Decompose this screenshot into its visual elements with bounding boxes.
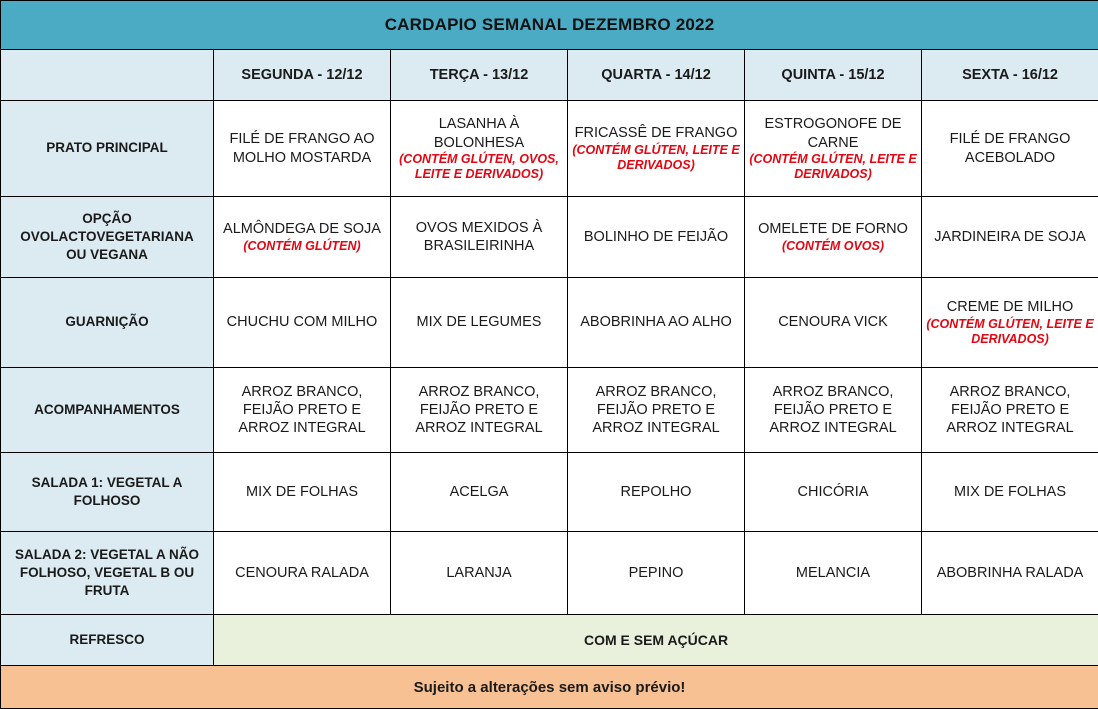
menu-cell-text: ALMÔNDEGA DE SOJA bbox=[223, 221, 381, 237]
menu-cell-text: FRICASSÊ DE FRANGO bbox=[575, 125, 738, 141]
menu-row-salada-2: SALADA 2: VEGETAL A NÃO FOLHOSO, VEGETAL… bbox=[1, 532, 1098, 615]
menu-cell: OMELETE DE FORNO (CONTÉM OVOS) bbox=[745, 197, 922, 278]
menu-cell-text: MIX DE LEGUMES bbox=[417, 314, 542, 330]
menu-cell: LARANJA bbox=[391, 532, 568, 615]
allergen-note: (CONTÉM OVOS) bbox=[749, 239, 917, 254]
menu-cell-text: CENOURA RALADA bbox=[235, 565, 369, 581]
menu-cell-text: OMELETE DE FORNO bbox=[758, 221, 908, 237]
allergen-note: (CONTÉM GLÚTEN, LEITE E DERIVADOS) bbox=[572, 143, 740, 173]
refresco-value: COM E SEM AÇÚCAR bbox=[214, 615, 1098, 666]
row-label-prato-principal: PRATO PRINCIPAL bbox=[1, 101, 214, 197]
menu-cell-text: MIX DE FOLHAS bbox=[246, 484, 358, 500]
row-label-refresco: REFRESCO bbox=[1, 615, 214, 666]
menu-row-prato-principal: PRATO PRINCIPAL FILÉ DE FRANGO AO MOLHO … bbox=[1, 101, 1098, 197]
menu-cell-text: ESTROGONOFE DE CARNE bbox=[765, 116, 902, 150]
page-title: CARDAPIO SEMANAL DEZEMBRO 2022 bbox=[1, 1, 1098, 50]
menu-cell: FILÉ DE FRANGO AO MOLHO MOSTARDA bbox=[214, 101, 391, 197]
menu-cell: ALMÔNDEGA DE SOJA (CONTÉM GLÚTEN) bbox=[214, 197, 391, 278]
menu-row-salada-1: SALADA 1: VEGETAL A FOLHOSO MIX DE FOLHA… bbox=[1, 453, 1098, 532]
menu-cell: ACELGA bbox=[391, 453, 568, 532]
menu-row-guarnicao: GUARNIÇÃO CHUCHU COM MILHO MIX DE LEGUME… bbox=[1, 278, 1098, 368]
row-label-salada-1: SALADA 1: VEGETAL A FOLHOSO bbox=[1, 453, 214, 532]
menu-cell-text: ARROZ BRANCO, FEIJÃO PRETO E ARROZ INTEG… bbox=[415, 384, 542, 436]
menu-cell: MIX DE FOLHAS bbox=[922, 453, 1098, 532]
row-label-acompanhamentos: ACOMPANHAMENTOS bbox=[1, 368, 214, 453]
menu-cell-text: LARANJA bbox=[446, 565, 511, 581]
menu-cell: LASANHA À BOLONHESA(CONTÉM GLÚTEN, OVOS,… bbox=[391, 101, 568, 197]
menu-row-opcao-vegetariana: OPÇÃO OVOLACTOVEGETARIANA OU VEGANA ALMÔ… bbox=[1, 197, 1098, 278]
menu-cell-text: MELANCIA bbox=[796, 565, 870, 581]
menu-cell: FRICASSÊ DE FRANGO (CONTÉM GLÚTEN, LEITE … bbox=[568, 101, 745, 197]
menu-row-acompanhamentos: ACOMPANHAMENTOS ARROZ BRANCO, FEIJÃO PRE… bbox=[1, 368, 1098, 453]
menu-cell: OVOS MEXIDOS À BRASILEIRINHA bbox=[391, 197, 568, 278]
menu-cell: ARROZ BRANCO, FEIJÃO PRETO E ARROZ INTEG… bbox=[568, 368, 745, 453]
menu-cell: MELANCIA bbox=[745, 532, 922, 615]
menu-cell-text: REPOLHO bbox=[621, 484, 692, 500]
row-label-guarnicao: GUARNIÇÃO bbox=[1, 278, 214, 368]
menu-cell-text: ABOBRINHA RALADA bbox=[937, 565, 1084, 581]
menu-cell: ARROZ BRANCO, FEIJÃO PRETO E ARROZ INTEG… bbox=[214, 368, 391, 453]
menu-cell-text: FILÉ DE FRANGO AO MOLHO MOSTARDA bbox=[229, 131, 374, 165]
disclaimer-note: Sujeito a alterações sem aviso prévio! bbox=[1, 666, 1098, 709]
row-label-salada-2: SALADA 2: VEGETAL A NÃO FOLHOSO, VEGETAL… bbox=[1, 532, 214, 615]
corner-cell bbox=[1, 50, 214, 101]
day-header-sexta: SEXTA - 16/12 bbox=[922, 50, 1098, 101]
footer-row: Sujeito a alterações sem aviso prévio! bbox=[1, 666, 1098, 709]
menu-cell-text: ARROZ BRANCO, FEIJÃO PRETO E ARROZ INTEG… bbox=[946, 384, 1073, 436]
menu-cell-text: JARDINEIRA DE SOJA bbox=[934, 229, 1085, 245]
menu-cell: ARROZ BRANCO, FEIJÃO PRETO E ARROZ INTEG… bbox=[391, 368, 568, 453]
menu-cell-text: CREME DE MILHO bbox=[947, 299, 1074, 315]
menu-cell: ABOBRINHA RALADA bbox=[922, 532, 1098, 615]
menu-cell: CREME DE MILHO (CONTÉM GLÚTEN, LEITE E DE… bbox=[922, 278, 1098, 368]
menu-cell: BOLINHO DE FEIJÃO bbox=[568, 197, 745, 278]
allergen-note: (CONTÉM GLÚTEN, OVOS, LEITE E DERIVADOS) bbox=[395, 152, 563, 182]
day-header-terca: TERÇA - 13/12 bbox=[391, 50, 568, 101]
title-row: CARDAPIO SEMANAL DEZEMBRO 2022 bbox=[1, 1, 1098, 50]
menu-cell-text: ARROZ BRANCO, FEIJÃO PRETO E ARROZ INTEG… bbox=[592, 384, 719, 436]
menu-cell: MIX DE FOLHAS bbox=[214, 453, 391, 532]
menu-cell-text: CENOURA VICK bbox=[778, 314, 888, 330]
day-header-row: SEGUNDA - 12/12 TERÇA - 13/12 QUARTA - 1… bbox=[1, 50, 1098, 101]
day-header-quinta: QUINTA - 15/12 bbox=[745, 50, 922, 101]
menu-cell-text: CHICÓRIA bbox=[798, 484, 869, 500]
menu-cell-text: ACELGA bbox=[450, 484, 509, 500]
menu-cell-text: BOLINHO DE FEIJÃO bbox=[584, 229, 728, 245]
menu-cell: MIX DE LEGUMES bbox=[391, 278, 568, 368]
menu-cell: ARROZ BRANCO, FEIJÃO PRETO E ARROZ INTEG… bbox=[922, 368, 1098, 453]
menu-row-refresco: REFRESCO COM E SEM AÇÚCAR bbox=[1, 615, 1098, 666]
menu-cell-text: PEPINO bbox=[629, 565, 684, 581]
allergen-note: (CONTÉM GLÚTEN, LEITE E DERIVADOS) bbox=[926, 317, 1094, 347]
allergen-note: (CONTÉM GLÚTEN) bbox=[218, 239, 386, 254]
menu-cell: ABOBRINHA AO ALHO bbox=[568, 278, 745, 368]
day-header-segunda: SEGUNDA - 12/12 bbox=[214, 50, 391, 101]
menu-cell: REPOLHO bbox=[568, 453, 745, 532]
menu-cell-text: MIX DE FOLHAS bbox=[954, 484, 1066, 500]
menu-cell-text: ARROZ BRANCO, FEIJÃO PRETO E ARROZ INTEG… bbox=[769, 384, 896, 436]
menu-cell-text: CHUCHU COM MILHO bbox=[227, 314, 378, 330]
allergen-note: (CONTÉM GLÚTEN, LEITE E DERIVADOS) bbox=[749, 152, 917, 182]
menu-cell: CENOURA VICK bbox=[745, 278, 922, 368]
menu-cell-text: LASANHA À BOLONHESA bbox=[434, 116, 524, 150]
row-label-opcao-vegetariana: OPÇÃO OVOLACTOVEGETARIANA OU VEGANA bbox=[1, 197, 214, 278]
menu-cell: ESTROGONOFE DE CARNE(CONTÉM GLÚTEN, LEIT… bbox=[745, 101, 922, 197]
menu-cell: JARDINEIRA DE SOJA bbox=[922, 197, 1098, 278]
menu-cell: CHUCHU COM MILHO bbox=[214, 278, 391, 368]
menu-cell-text: ABOBRINHA AO ALHO bbox=[580, 314, 732, 330]
menu-cell: PEPINO bbox=[568, 532, 745, 615]
menu-cell: CENOURA RALADA bbox=[214, 532, 391, 615]
menu-cell: FILÉ DE FRANGO ACEBOLADO bbox=[922, 101, 1098, 197]
menu-cell: ARROZ BRANCO, FEIJÃO PRETO E ARROZ INTEG… bbox=[745, 368, 922, 453]
menu-cell-text: ARROZ BRANCO, FEIJÃO PRETO E ARROZ INTEG… bbox=[238, 384, 365, 436]
menu-cell: CHICÓRIA bbox=[745, 453, 922, 532]
menu-cell-text: OVOS MEXIDOS À BRASILEIRINHA bbox=[416, 220, 543, 254]
day-header-quarta: QUARTA - 14/12 bbox=[568, 50, 745, 101]
menu-cell-text: FILÉ DE FRANGO ACEBOLADO bbox=[950, 131, 1071, 165]
